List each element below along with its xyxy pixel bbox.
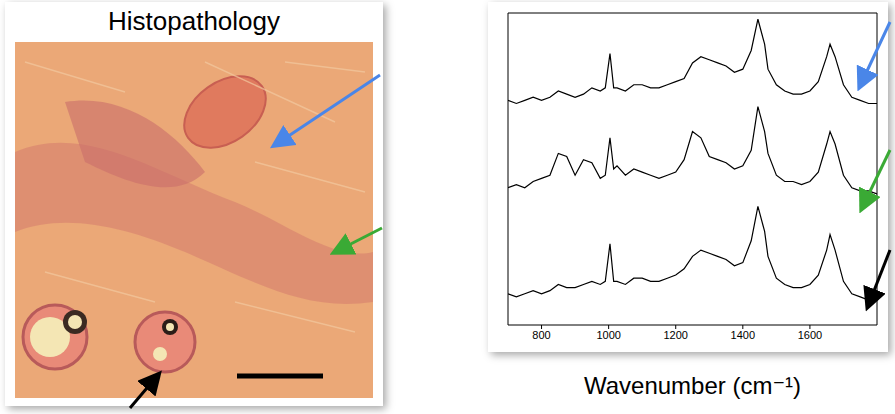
svg-text:1600: 1600 [798, 329, 822, 341]
svg-text:800: 800 [532, 329, 550, 341]
svg-text:1200: 1200 [663, 329, 687, 341]
svg-text:1400: 1400 [731, 329, 755, 341]
svg-text:Wavenumber (cm⁻¹): Wavenumber (cm⁻¹) [584, 372, 801, 399]
svg-text:1000: 1000 [596, 329, 620, 341]
html-text:Histopathology: Histopathology [108, 6, 280, 36]
